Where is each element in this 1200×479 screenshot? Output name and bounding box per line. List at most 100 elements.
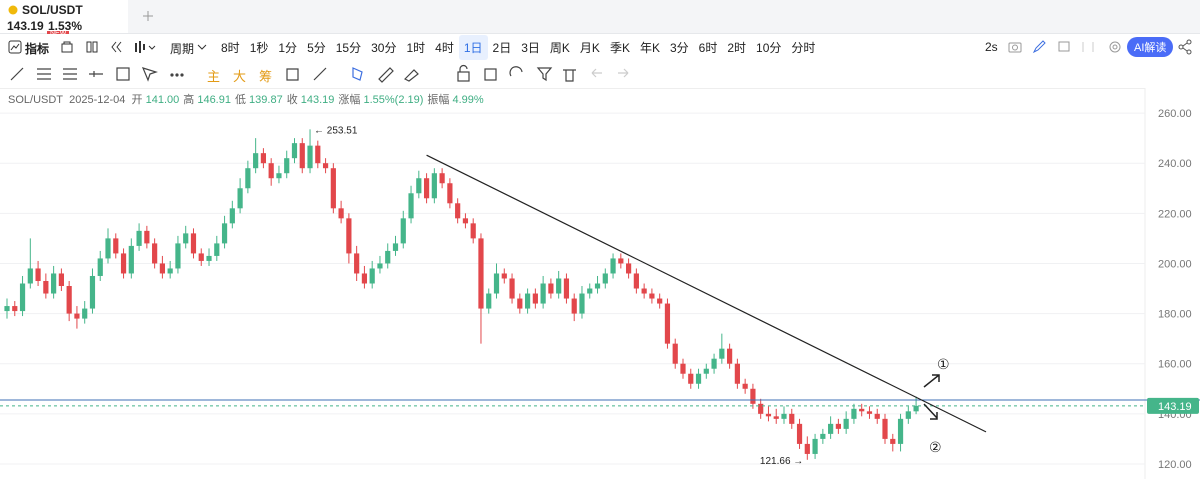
- high-label: ← 253.51: [314, 125, 358, 136]
- candle: [361, 265, 368, 289]
- interval-button[interactable]: 2时: [727, 40, 747, 55]
- candle-body: [796, 423, 803, 444]
- interval-button[interactable]: 3日: [521, 40, 540, 55]
- candle: [890, 433, 896, 452]
- marker: ②: [929, 439, 942, 455]
- candle-body: [758, 403, 764, 414]
- add-tab[interactable]: [143, 11, 153, 21]
- candle: [245, 160, 251, 194]
- trend-line: [426, 154, 987, 433]
- candle-body: [229, 208, 235, 224]
- interval-button[interactable]: 3分: [669, 40, 689, 55]
- candle: [734, 358, 740, 389]
- candle: [462, 213, 469, 229]
- refresh-rate[interactable]: 2s: [985, 40, 998, 54]
- interval-button[interactable]: 10分: [756, 40, 782, 55]
- candle: [4, 298, 10, 319]
- candle-body: [579, 293, 585, 314]
- candle-body: [532, 293, 538, 304]
- candle-body: [835, 423, 841, 429]
- candle-body: [820, 433, 826, 439]
- candle-body: [159, 263, 165, 274]
- interval-button[interactable]: 30分: [371, 40, 397, 55]
- candle-body: [408, 193, 414, 219]
- candle-body: [610, 258, 616, 274]
- new-badge: NEW: [47, 31, 70, 34]
- interval-button[interactable]: 6时: [698, 40, 718, 55]
- candle: [74, 306, 80, 329]
- candle-body: [727, 348, 733, 364]
- interval-button[interactable]: 4时: [435, 40, 454, 55]
- candle: [905, 406, 911, 424]
- candle: [354, 245, 360, 281]
- info-label: 收: [286, 94, 298, 106]
- candle-body: [804, 443, 810, 454]
- candle: [159, 255, 165, 279]
- interval-button[interactable]: 1日: [458, 34, 488, 60]
- candle: [439, 168, 445, 189]
- interval-button[interactable]: 年K: [639, 40, 660, 55]
- candle: [291, 138, 298, 164]
- interval-button[interactable]: 5分: [307, 40, 326, 55]
- info-label: 开: [131, 94, 143, 106]
- candle-body: [828, 423, 834, 434]
- candle: [548, 278, 554, 299]
- candle: [501, 268, 507, 284]
- ai-button[interactable]: AI解读: [1127, 37, 1174, 57]
- candle-body: [890, 438, 896, 444]
- drawing-icons: [10, 64, 629, 83]
- candle-body: [113, 238, 119, 254]
- candle: [509, 273, 515, 304]
- candle: [796, 418, 803, 449]
- candle: [695, 368, 702, 389]
- interval-button[interactable]: 分时: [791, 40, 816, 55]
- candle-body: [594, 283, 601, 289]
- interval-button[interactable]: 1时: [406, 40, 426, 55]
- candle: [447, 178, 453, 209]
- candle-body: [548, 283, 554, 294]
- candle: [843, 411, 849, 434]
- indicator-shortcut[interactable]: 主: [207, 69, 221, 84]
- candle: [152, 238, 158, 269]
- candle: [579, 286, 585, 319]
- period-button[interactable]: 周期: [170, 42, 195, 56]
- candle-body: [695, 373, 702, 384]
- candle: [19, 275, 26, 317]
- candle: [789, 408, 795, 429]
- indicator-shortcut[interactable]: 大: [233, 69, 247, 84]
- interval-button[interactable]: 2日: [492, 40, 512, 55]
- candle: [587, 283, 593, 299]
- share-icon[interactable]: [1177, 39, 1193, 55]
- candle-body: [455, 203, 461, 219]
- y-tick-label: 200.00: [1158, 258, 1192, 270]
- interval-button[interactable]: 周K: [549, 40, 570, 55]
- interval-button[interactable]: 15分: [335, 40, 362, 55]
- candle: [742, 378, 748, 394]
- indicator-shortcut[interactable]: 筹: [259, 69, 273, 84]
- candle-body: [781, 413, 787, 419]
- y-tick-label: 240.00: [1158, 158, 1192, 170]
- candle-body: [237, 188, 243, 209]
- interval-button[interactable]: 8时: [221, 40, 240, 55]
- candle-body: [330, 168, 336, 209]
- candle-body: [851, 408, 857, 419]
- candle-body: [253, 153, 259, 169]
- candle-body: [82, 308, 88, 319]
- interval-button[interactable]: 季K: [609, 40, 630, 55]
- candle-body: [897, 418, 904, 444]
- interval-button[interactable]: 1分: [278, 40, 298, 55]
- tab-symbol: SOL/USDT: [22, 3, 83, 17]
- candle: [338, 200, 344, 224]
- candle: [206, 248, 212, 266]
- info-value: 143.19: [300, 94, 335, 106]
- candle-body: [478, 238, 484, 309]
- interval-list: 8时 1秒 1分 5分 15分 30分 1时 4时 1日 2日 3日 周K 月K 季K 年K 3分 6时 2时 10…: [216, 34, 820, 60]
- candle: [221, 215, 228, 249]
- candle-body: [556, 278, 562, 294]
- candle: [649, 288, 655, 304]
- candle: [455, 198, 461, 224]
- interval-button[interactable]: 月K: [579, 40, 600, 55]
- symbol-tab[interactable]: SOL/USDT 143.19 1.53% NEW: [0, 0, 128, 34]
- interval-button[interactable]: 1秒: [249, 40, 269, 55]
- indicator-button[interactable]: 指标: [25, 42, 50, 56]
